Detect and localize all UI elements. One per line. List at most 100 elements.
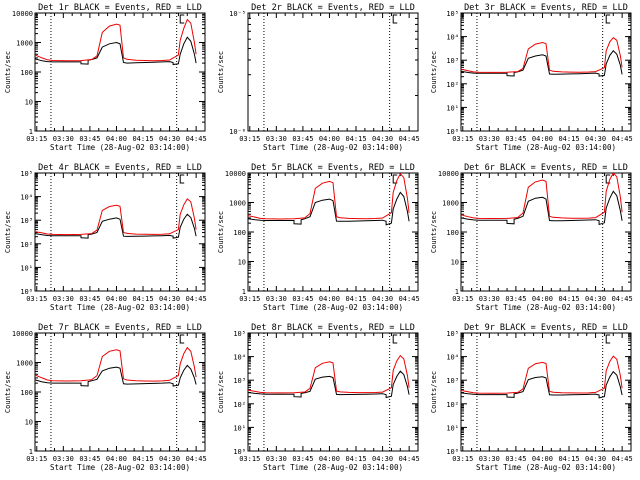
x-axis-label: Start Time (28-Aug-02 03:14:00) (50, 463, 190, 472)
y-tick-label: 1 (455, 288, 459, 296)
y-tick-label: 10¹ (446, 424, 459, 432)
x-tick-label: 03:15 (239, 455, 260, 463)
panel-det-6: Det 6r BLACK = Events, RED = LLD 1 10 100 10… (430, 163, 633, 312)
interval-marker (179, 334, 185, 344)
series-line-lld (248, 173, 410, 220)
y-tick-label: 10¹ (20, 264, 33, 272)
y-tick-label: 1000 (16, 40, 33, 48)
x-tick-label: 03:45 (292, 135, 313, 143)
panel-title: Det 5r BLACK = Events, RED = LLD (251, 163, 415, 173)
y-tick-label: 10² (20, 241, 33, 249)
x-tick-label: 04:45 (399, 295, 420, 303)
panel-det-2: Det 2r BLACK = Events, RED = LLD 10⁻⁶ 10⁻⁵… (217, 3, 420, 152)
series-line-events (35, 36, 197, 66)
y-tick-label: 10² (446, 401, 459, 409)
x-tick-label: 04:15 (132, 135, 153, 143)
interval-marker (179, 174, 185, 184)
x-tick-label: 04:15 (132, 295, 153, 303)
y-tick-label: 10³ (20, 217, 33, 225)
x-tick-label: 04:15 (345, 295, 366, 303)
x-tick-label: 03:30 (266, 455, 287, 463)
y-tick-label: 10⁰ (446, 128, 459, 136)
panel-title: Det 6r BLACK = Events, RED = LLD (464, 163, 628, 173)
x-tick-label: 04:30 (159, 135, 180, 143)
x-tick-label: 04:00 (532, 455, 553, 463)
x-tick-label: 04:15 (558, 455, 579, 463)
plot-frame (247, 12, 419, 132)
y-tick-label: 1000 (442, 200, 459, 208)
x-tick-label: 03:45 (505, 295, 526, 303)
y-axis-label: Counts/sec (4, 211, 12, 253)
y-tick-label: 10² (233, 401, 246, 409)
y-tick-label: 10⁻⁵ (229, 10, 246, 18)
y-tick-label: 1000 (229, 200, 246, 208)
x-tick-label: 03:45 (79, 455, 100, 463)
series-line-events (35, 364, 197, 387)
panel-title: Det 8r BLACK = Events, RED = LLD (251, 323, 415, 333)
y-tick-label: 10⁰ (446, 448, 459, 456)
panel-title: Det 9r BLACK = Events, RED = LLD (464, 323, 628, 333)
y-tick-label: 10³ (446, 377, 459, 385)
y-tick-label: 10000 (438, 170, 459, 178)
x-tick-label: 03:15 (239, 135, 260, 143)
x-axis-label: Start Time (28-Aug-02 03:14:00) (263, 303, 403, 312)
x-tick-label: 04:00 (532, 135, 553, 143)
interval-marker (392, 334, 398, 344)
interval-marker (605, 14, 611, 24)
series-line-lld (461, 173, 623, 220)
x-tick-label: 04:30 (585, 295, 606, 303)
x-tick-label: 04:45 (612, 455, 633, 463)
panel-title: Det 1r BLACK = Events, RED = LLD (38, 3, 202, 13)
x-tick-label: 04:45 (612, 135, 633, 143)
series-line-events (461, 50, 623, 77)
x-tick-label: 03:30 (53, 455, 74, 463)
y-tick-label: 10⁵ (20, 170, 33, 178)
x-tick-label: 03:15 (452, 455, 473, 463)
x-tick-label: 03:45 (292, 455, 313, 463)
plot-frame (460, 172, 632, 292)
x-tick-label: 03:30 (53, 135, 74, 143)
x-tick-label: 03:30 (266, 295, 287, 303)
series-line-events (461, 370, 623, 399)
interval-marker (605, 174, 611, 184)
x-tick-label: 03:15 (452, 295, 473, 303)
y-tick-label: 10 (25, 99, 33, 107)
panel-det-7: Det 7r BLACK = Events, RED = LLD 1 10 100 10… (4, 323, 207, 472)
x-tick-label: 04:15 (558, 295, 579, 303)
x-tick-label: 03:15 (239, 295, 260, 303)
panel-det-9: Det 9r BLACK = Events, RED = LLD 10⁰ 10¹ 10… (430, 323, 633, 472)
y-tick-label: 1 (29, 128, 33, 136)
x-tick-label: 03:45 (505, 135, 526, 143)
x-tick-label: 04:00 (106, 455, 127, 463)
x-tick-label: 04:45 (612, 295, 633, 303)
x-tick-label: 03:45 (79, 295, 100, 303)
x-tick-label: 03:45 (79, 135, 100, 143)
x-tick-label: 04:00 (106, 135, 127, 143)
series-line-events (35, 213, 197, 239)
panel-det-3: Det 3r BLACK = Events, RED = LLD 10⁰ 10¹ 10… (430, 3, 633, 152)
y-tick-label: 10⁵ (446, 330, 459, 338)
y-tick-label: 100 (446, 229, 459, 237)
x-tick-label: 04:45 (186, 455, 207, 463)
x-tick-label: 04:30 (585, 135, 606, 143)
series-line-lld (461, 37, 623, 73)
x-tick-label: 03:30 (479, 455, 500, 463)
y-tick-label: 1000 (16, 360, 33, 368)
x-tick-label: 04:15 (558, 135, 579, 143)
x-axis-label: Start Time (28-Aug-02 03:14:00) (50, 303, 190, 312)
series-line-events (248, 370, 410, 399)
panel-det-5: Det 5r BLACK = Events, RED = LLD 1 10 100 10… (217, 163, 420, 312)
series-line-events (461, 190, 623, 226)
panel-det-1: Det 1r BLACK = Events, RED = LLD 1 10 100 10… (4, 3, 207, 152)
x-tick-label: 04:30 (159, 455, 180, 463)
y-tick-label: 10000 (225, 170, 246, 178)
y-tick-label: 10⁵ (446, 10, 459, 18)
y-axis-label: Counts/sec (217, 51, 225, 93)
series-line-events (248, 191, 410, 226)
y-tick-label: 10000 (12, 10, 33, 18)
y-axis-label: Counts/sec (430, 51, 438, 93)
plot-frame (460, 12, 632, 132)
y-tick-label: 10⁴ (446, 34, 459, 42)
y-tick-label: 10 (451, 259, 459, 267)
